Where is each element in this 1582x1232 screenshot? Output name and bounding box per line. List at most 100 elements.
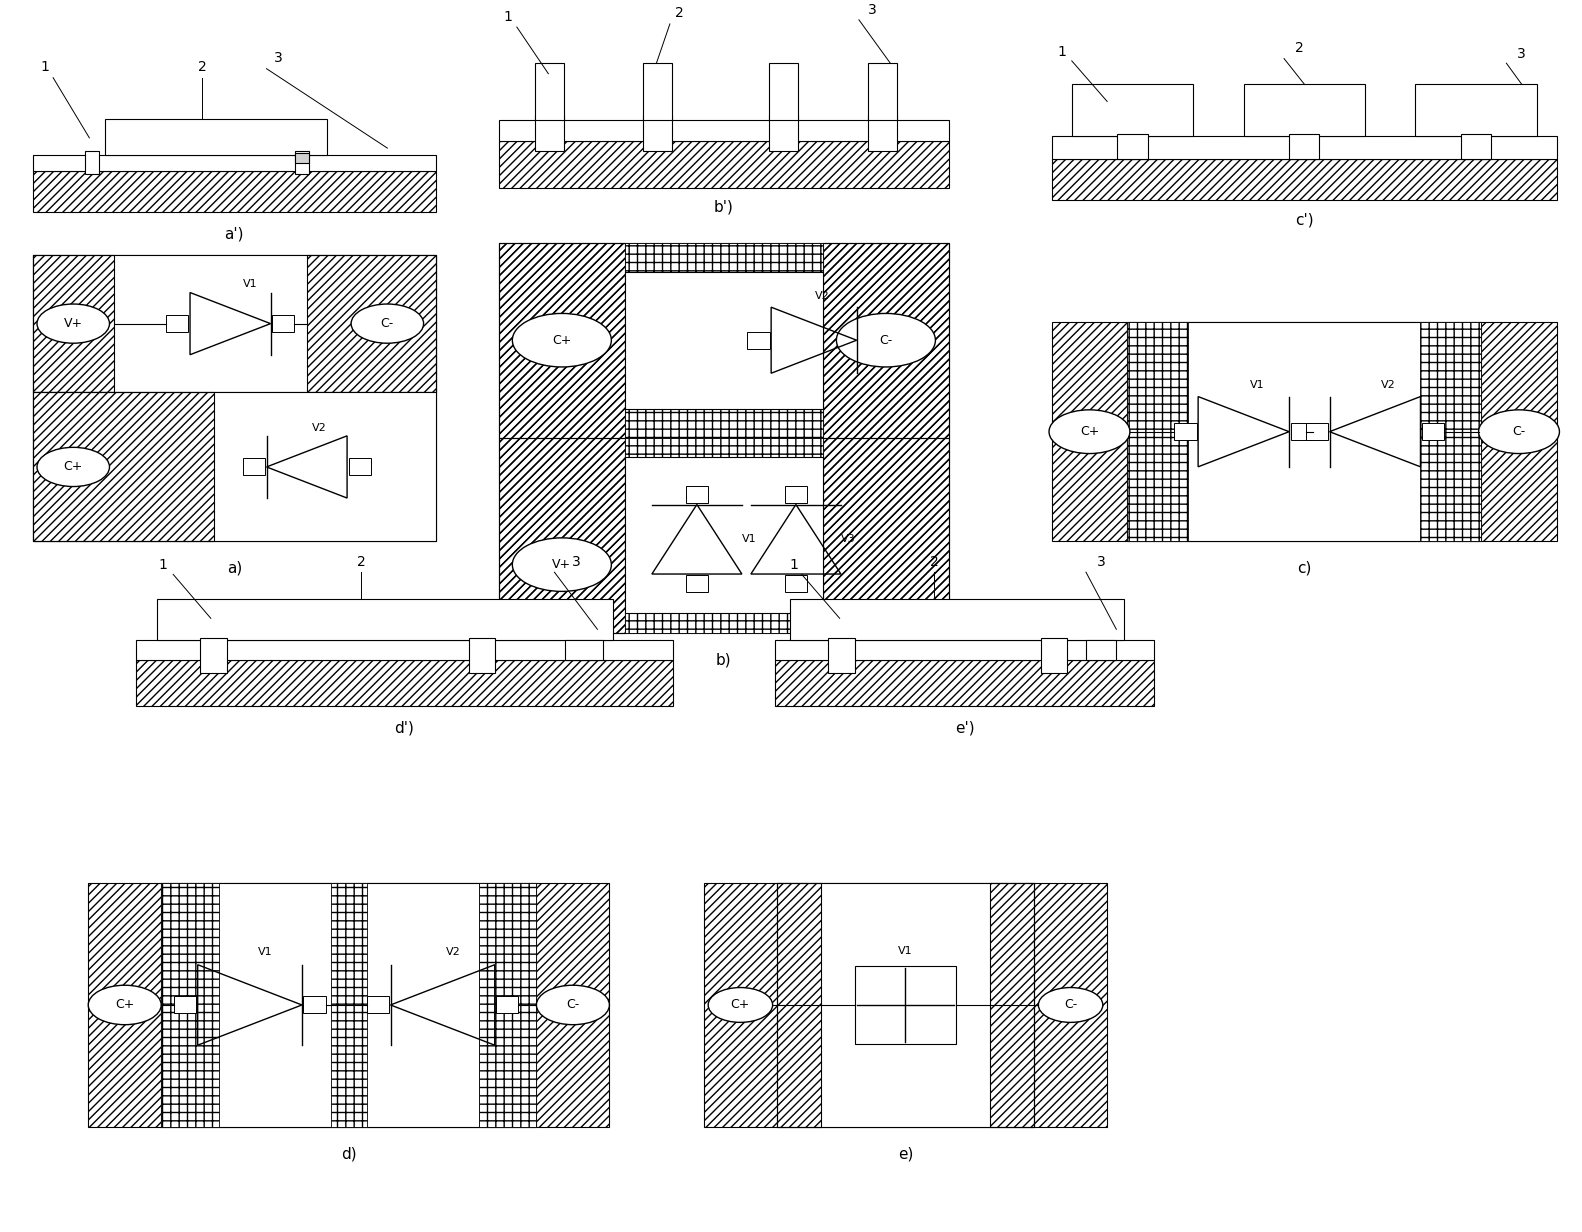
Bar: [747, 331, 769, 349]
Ellipse shape: [709, 988, 772, 1023]
Bar: [174, 997, 196, 1014]
Bar: [823, 437, 949, 633]
Bar: [1041, 638, 1066, 673]
Text: 3: 3: [274, 51, 283, 65]
Text: 2: 2: [358, 554, 365, 569]
Bar: [304, 997, 326, 1014]
Bar: [33, 154, 435, 171]
Bar: [468, 638, 495, 673]
Bar: [823, 243, 949, 437]
Bar: [625, 243, 823, 437]
Bar: [769, 63, 799, 121]
Text: C+: C+: [63, 461, 82, 473]
Text: V1: V1: [258, 946, 272, 957]
Ellipse shape: [89, 986, 161, 1025]
Text: V+: V+: [552, 558, 571, 572]
Bar: [161, 883, 536, 1127]
Text: 3: 3: [1096, 554, 1106, 569]
Bar: [136, 641, 672, 660]
Text: V2: V2: [815, 291, 831, 301]
Text: C-: C-: [1512, 425, 1525, 439]
Bar: [33, 393, 214, 542]
Text: V1: V1: [244, 280, 258, 290]
Text: c'): c'): [1296, 212, 1313, 227]
Bar: [272, 315, 294, 333]
Bar: [33, 255, 435, 542]
Bar: [244, 458, 264, 476]
Text: 3: 3: [571, 554, 581, 569]
Bar: [1071, 84, 1193, 137]
Bar: [1289, 134, 1319, 159]
Bar: [1085, 641, 1117, 660]
Text: 3: 3: [1517, 47, 1527, 60]
Bar: [777, 883, 821, 1127]
Text: e): e): [899, 1147, 913, 1162]
Bar: [854, 966, 956, 1045]
Bar: [199, 638, 226, 673]
Text: V2: V2: [1381, 379, 1395, 389]
Bar: [535, 63, 565, 121]
Text: 1: 1: [41, 60, 49, 74]
Text: V1: V1: [899, 946, 913, 956]
Bar: [1128, 322, 1188, 542]
Text: b'): b'): [713, 200, 734, 214]
Bar: [498, 243, 949, 633]
Text: V1: V1: [742, 535, 756, 545]
Bar: [687, 487, 707, 504]
Ellipse shape: [1049, 410, 1130, 453]
Bar: [498, 243, 625, 437]
Bar: [642, 63, 672, 121]
Ellipse shape: [1479, 410, 1560, 453]
Bar: [1460, 134, 1492, 159]
Text: C+: C+: [731, 998, 750, 1011]
Bar: [785, 575, 807, 593]
Ellipse shape: [536, 986, 609, 1025]
Bar: [106, 118, 327, 154]
Text: C-: C-: [1065, 998, 1077, 1011]
Ellipse shape: [351, 304, 424, 344]
Bar: [307, 255, 435, 393]
Bar: [479, 883, 536, 1127]
Bar: [1243, 84, 1365, 137]
Bar: [33, 255, 114, 393]
Bar: [769, 115, 799, 152]
Bar: [990, 883, 1035, 1127]
Bar: [775, 660, 1155, 706]
Bar: [498, 437, 625, 633]
Bar: [829, 638, 854, 673]
Bar: [535, 115, 565, 152]
Text: 1: 1: [789, 558, 799, 572]
Bar: [498, 121, 949, 142]
Text: C+: C+: [552, 334, 571, 346]
Bar: [565, 641, 603, 660]
Text: C-: C-: [880, 334, 892, 346]
Text: C+: C+: [1081, 425, 1099, 439]
Bar: [625, 457, 823, 614]
Text: a): a): [226, 561, 242, 577]
Text: C-: C-: [381, 317, 394, 330]
Text: 2: 2: [198, 60, 207, 74]
Bar: [869, 63, 897, 121]
Bar: [791, 599, 1123, 641]
Text: V3: V3: [842, 535, 856, 545]
Bar: [1305, 423, 1327, 440]
Text: 1: 1: [503, 10, 513, 23]
Bar: [687, 575, 707, 593]
Ellipse shape: [513, 313, 611, 367]
Bar: [161, 883, 218, 1127]
Text: 3: 3: [869, 2, 876, 17]
Bar: [331, 883, 367, 1127]
Text: C-: C-: [566, 998, 579, 1011]
Bar: [294, 153, 308, 164]
Text: 2: 2: [930, 554, 938, 569]
Text: 1: 1: [158, 558, 168, 572]
Text: C+: C+: [115, 998, 134, 1011]
Bar: [348, 458, 370, 476]
Ellipse shape: [36, 304, 109, 344]
Bar: [1052, 322, 1557, 542]
Bar: [785, 487, 807, 504]
Text: 2: 2: [1294, 41, 1304, 55]
Ellipse shape: [1038, 988, 1103, 1023]
Bar: [497, 997, 519, 1014]
Bar: [704, 883, 1107, 1127]
